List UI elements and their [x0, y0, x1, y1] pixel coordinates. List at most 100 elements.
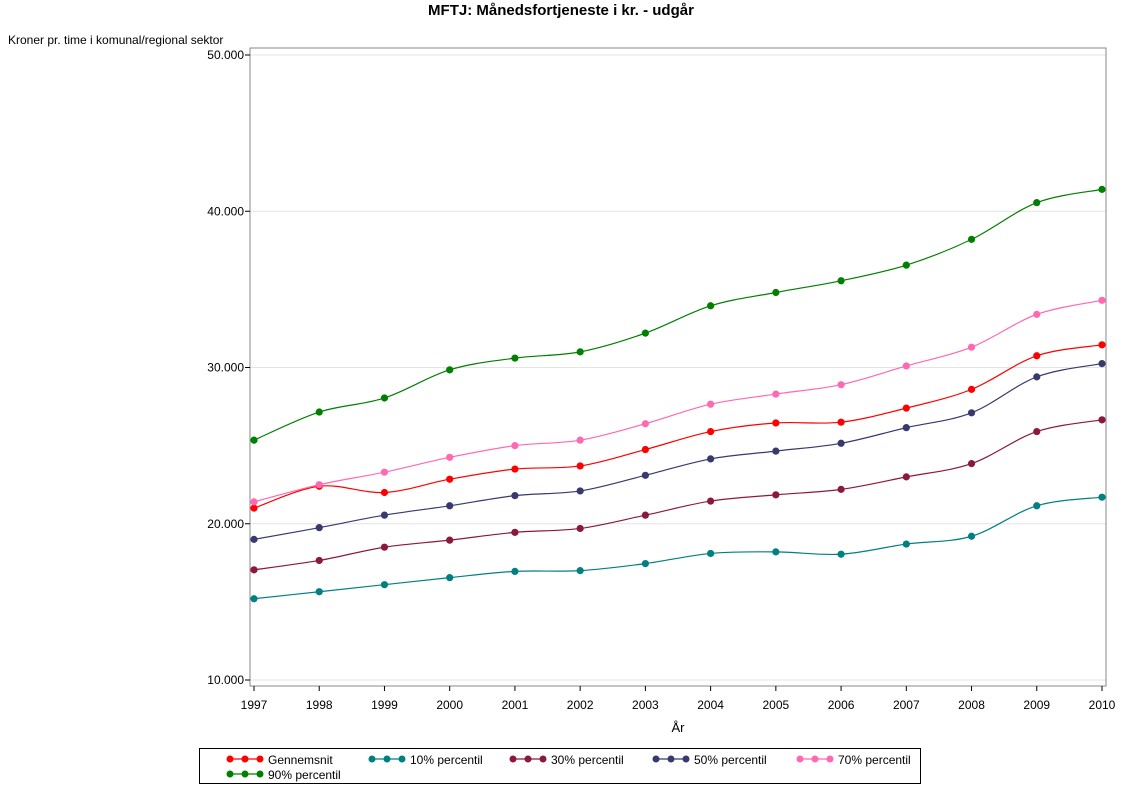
- data-point: [837, 277, 845, 285]
- data-point: [576, 348, 584, 356]
- x-tick-label: 2004: [697, 698, 724, 712]
- data-point: [315, 524, 323, 532]
- data-point: [772, 491, 780, 499]
- data-point: [772, 288, 780, 297]
- data-point: [641, 329, 649, 337]
- data-point: [707, 400, 715, 408]
- data-point: [902, 424, 910, 432]
- data-point: [511, 528, 519, 536]
- data-point: [967, 343, 976, 351]
- data-point: [380, 394, 389, 402]
- data-point: [707, 302, 715, 310]
- y-tick-label: 50.000: [207, 48, 244, 62]
- data-point: [902, 540, 910, 548]
- x-tick-label: 2002: [567, 698, 594, 712]
- legend-label: 90% percentil: [268, 768, 341, 782]
- data-point: [902, 473, 910, 481]
- series-line-5: [253, 188, 1103, 441]
- legend-swatch: [368, 755, 406, 763]
- data-point: [446, 502, 454, 510]
- series-line-2: [253, 419, 1103, 571]
- data-point: [772, 390, 780, 398]
- data-point: [446, 536, 454, 544]
- legend-swatch: [226, 755, 264, 763]
- data-point: [967, 235, 976, 243]
- data-point: [1098, 359, 1106, 368]
- data-point: [1033, 502, 1041, 510]
- data-point: [837, 418, 845, 426]
- data-point: [315, 588, 323, 596]
- line-chart: 10.000 20.000 30.000 40.000 50.000 1997 1998 19…: [207, 47, 1116, 712]
- legend-swatch: [226, 770, 264, 778]
- x-tick-label: 1997: [241, 698, 268, 712]
- data-point: [967, 459, 976, 468]
- x-tick-label: 2000: [436, 698, 463, 712]
- data-point: [837, 485, 845, 493]
- data-point: [902, 261, 910, 269]
- data-point: [1098, 296, 1106, 304]
- data-point: [1033, 373, 1041, 381]
- x-tick-label: 2001: [502, 698, 529, 712]
- data-point: [446, 475, 454, 483]
- data-point: [967, 409, 976, 417]
- data-point: [446, 366, 454, 374]
- data-point: [641, 559, 649, 568]
- data-point: [707, 427, 715, 436]
- series-line-1: [253, 496, 1103, 600]
- data-point: [250, 436, 258, 444]
- data-point: [250, 535, 258, 543]
- data-point: [1098, 185, 1106, 193]
- x-tick-label: 2008: [958, 698, 985, 712]
- data-point: [837, 381, 845, 389]
- legend-label: 70% percentil: [838, 753, 911, 767]
- x-tick-label: 1998: [306, 698, 333, 712]
- x-tick-label: 2006: [828, 698, 855, 712]
- y-axis-label: Kroner pr. time i komunal/regional sekto…: [8, 33, 224, 47]
- data-point: [511, 465, 519, 473]
- data-point: [380, 543, 389, 551]
- x-tick-label: 2010: [1089, 698, 1116, 712]
- data-point: [837, 439, 845, 447]
- data-point: [250, 566, 258, 574]
- data-point: [576, 436, 584, 444]
- data-point: [1098, 493, 1106, 501]
- data-point: [315, 556, 323, 565]
- data-point: [1098, 416, 1106, 424]
- data-point: [250, 595, 258, 603]
- x-axis-label: År: [671, 720, 685, 735]
- data-point: [446, 453, 454, 461]
- data-point: [967, 532, 976, 540]
- legend-swatch: [652, 755, 690, 763]
- x-tick-label: 2009: [1023, 698, 1050, 712]
- data-point: [707, 455, 715, 463]
- data-point: [250, 498, 258, 506]
- data-point: [380, 488, 389, 497]
- x-tick-label: 2007: [893, 698, 920, 712]
- x-tick-label: 1999: [371, 698, 398, 712]
- y-tick-label: 10.000: [207, 673, 244, 687]
- data-point: [380, 581, 389, 589]
- data-point: [576, 487, 584, 495]
- series-line-0: [253, 344, 1103, 509]
- data-point: [707, 549, 715, 558]
- data-point: [576, 567, 584, 575]
- data-point: [1033, 352, 1041, 360]
- y-tick-label: 20.000: [207, 517, 244, 531]
- data-point: [576, 524, 584, 533]
- legend-label: Gennemsnit: [268, 753, 333, 767]
- y-tick-label: 40.000: [207, 204, 244, 218]
- chart-title: MFTJ: Månedsfortjeneste i kr. - udgår: [428, 2, 694, 19]
- data-point: [1033, 310, 1041, 318]
- legend-label: 10% percentil: [410, 753, 483, 767]
- data-point: [380, 511, 389, 519]
- data-point: [772, 447, 780, 455]
- x-tick-label: 2005: [762, 698, 789, 712]
- data-point: [902, 404, 910, 412]
- data-point: [1033, 427, 1041, 436]
- data-point: [511, 354, 519, 362]
- data-point: [1033, 199, 1041, 207]
- data-point: [967, 385, 976, 393]
- data-point: [837, 550, 845, 558]
- data-point: [380, 468, 389, 476]
- data-point: [902, 362, 910, 370]
